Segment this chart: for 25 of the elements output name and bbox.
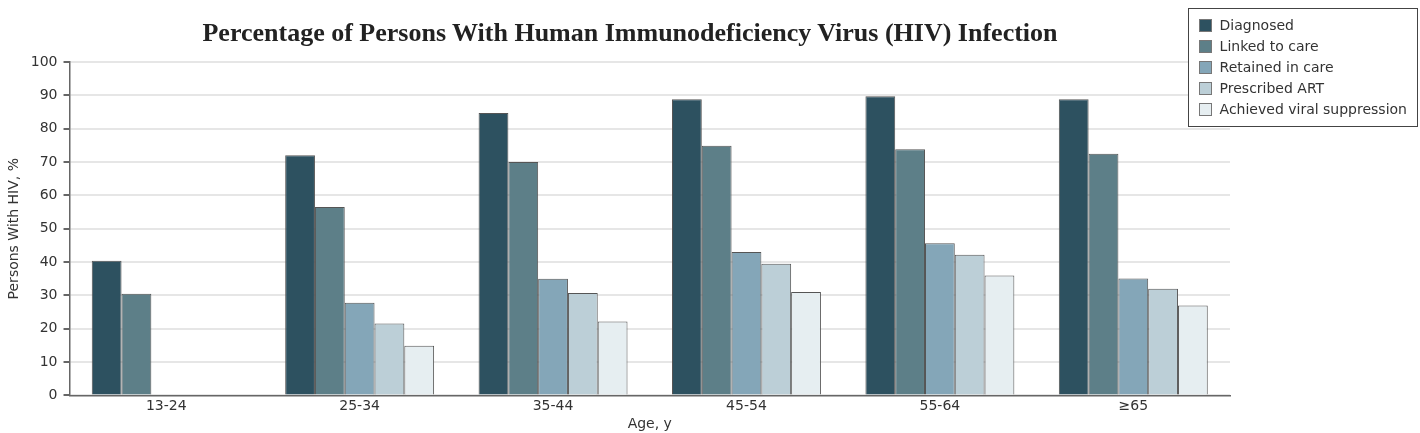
y-tick-label: 30 (39, 286, 58, 303)
x-tick-label: ≥65 (1118, 397, 1149, 414)
x-tick-label: 25-34 (339, 397, 381, 414)
legend-label: Prescribed ART (1219, 79, 1325, 98)
x-axis-title: Age, y (627, 415, 672, 432)
y-tick-label: 70 (39, 152, 58, 169)
y-tick-label: 0 (48, 386, 58, 403)
y-tick-label: 90 (39, 85, 58, 102)
x-tick-label: 13-24 (145, 397, 187, 414)
y-tick-label: 100 (30, 52, 58, 69)
y-tick-label: 50 (39, 219, 58, 236)
legend-label: Linked to care (1219, 37, 1319, 56)
y-tick-label: 80 (39, 119, 58, 136)
chart-title: Percentage of Persons With Human Immunodeficiency Virus (HIV) Infection (201, 18, 1059, 48)
y-tick-label: 20 (39, 319, 58, 336)
x-tick-label: 35-44 (532, 397, 574, 414)
y-tick-label: 40 (39, 252, 58, 269)
y-tick-label: 60 (39, 186, 58, 202)
legend-label: Retained in care (1219, 58, 1334, 77)
y-tick-label: 10 (39, 352, 58, 369)
y-axis-title: Persons With HIV, % (5, 157, 22, 300)
x-tick-label: 45-54 (726, 397, 767, 414)
legend-label: Achieved viral suppression (1219, 100, 1407, 119)
legend-label: Diagnosed (1219, 16, 1294, 35)
x-tick-label: 55-64 (919, 397, 961, 414)
